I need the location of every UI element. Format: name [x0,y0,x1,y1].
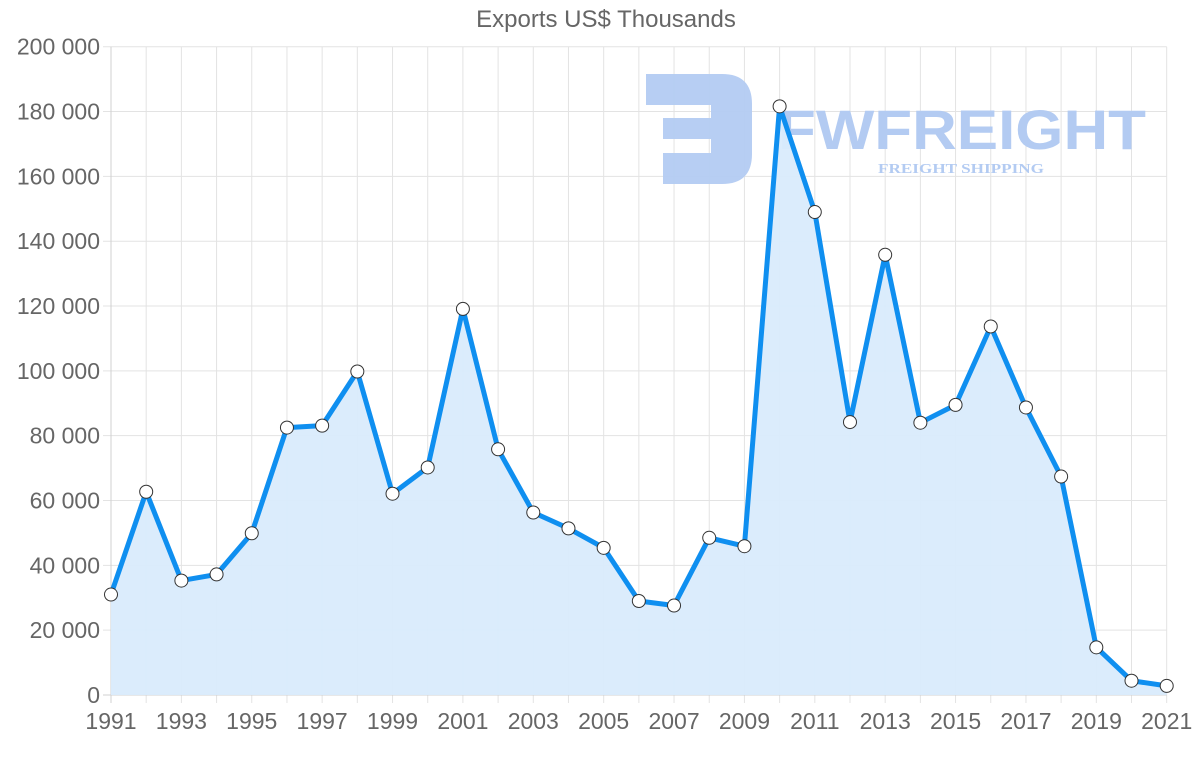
data-point[interactable] [913,415,928,430]
data-point[interactable] [350,364,365,379]
x-tick-label: 1993 [156,708,207,734]
data-point[interactable] [878,247,893,262]
data-point[interactable] [209,567,224,582]
x-tick-label: 2001 [437,708,488,734]
x-tick-label: 1995 [226,708,277,734]
data-point[interactable] [279,420,294,435]
x-tick-label: 2019 [1071,708,1122,734]
data-point[interactable] [561,521,576,536]
area-fill [111,106,1167,695]
watermark-brand-text: FWFREIGHT [778,98,1146,161]
x-tick-label: 1997 [297,708,348,734]
data-point[interactable] [772,99,787,114]
data-point[interactable] [526,505,541,520]
watermark-logo-icon [646,74,752,184]
x-tick-label: 2011 [790,708,839,734]
x-tick-label: 2013 [860,708,911,734]
data-point[interactable] [807,205,822,220]
data-point[interactable] [455,301,470,316]
data-point[interactable] [174,573,189,588]
data-point[interactable] [596,540,611,555]
x-tick-label: 1999 [367,708,418,734]
data-point[interactable] [385,486,400,501]
data-point[interactable] [1018,400,1033,415]
y-tick-label: 100 000 [17,358,100,384]
data-point[interactable] [702,530,717,545]
data-point[interactable] [948,397,963,412]
y-tick-label: 0 [87,682,100,708]
x-axis-labels: 1991 1993 1995 1997 1999 2001 2003 2005 2007 2009… [85,708,1192,734]
y-tick-label: 80 000 [30,423,100,449]
data-points [104,99,1174,693]
data-point[interactable] [1159,678,1174,693]
data-point[interactable] [842,415,857,430]
chart-title: Exports US$ Thousands [476,6,736,33]
watermark-logo: FWFREIGHT FREIGHT SHIPPING [646,74,1146,184]
x-tick-label: 2015 [930,708,981,734]
x-tick-label: 2009 [719,708,770,734]
data-point[interactable] [1124,673,1139,688]
y-tick-label: 40 000 [30,552,100,578]
x-tick-label: 2017 [1000,708,1051,734]
x-tick-label: 2003 [508,708,559,734]
y-axis-labels: 0 20 000 40 000 60 000 80 000 100 000 120 000 1… [17,34,100,708]
data-point[interactable] [631,593,646,608]
y-tick-label: 160 000 [17,163,100,189]
y-tick-label: 60 000 [30,488,100,514]
y-tick-label: 180 000 [17,99,100,125]
x-tick-label: 2021 [1141,708,1192,734]
data-point[interactable] [491,442,506,457]
watermark-tagline-text: FREIGHT SHIPPING [878,162,1044,177]
y-tick-label: 200 000 [17,34,100,60]
y-tick-label: 20 000 [30,617,100,643]
y-tick-label: 140 000 [17,228,100,254]
data-point[interactable] [1054,469,1069,484]
data-point[interactable] [315,418,330,433]
data-point[interactable] [1089,640,1104,655]
data-point[interactable] [104,587,118,602]
x-tick-label: 2007 [648,708,699,734]
y-tick-label: 120 000 [17,293,100,319]
data-point[interactable] [244,526,259,541]
data-point[interactable] [420,460,435,475]
data-point[interactable] [983,319,998,334]
data-point[interactable] [667,598,682,613]
data-point[interactable] [737,539,752,554]
data-point[interactable] [139,484,154,499]
x-tick-label: 2005 [578,708,629,734]
x-tick-label: 1991 [85,708,136,734]
